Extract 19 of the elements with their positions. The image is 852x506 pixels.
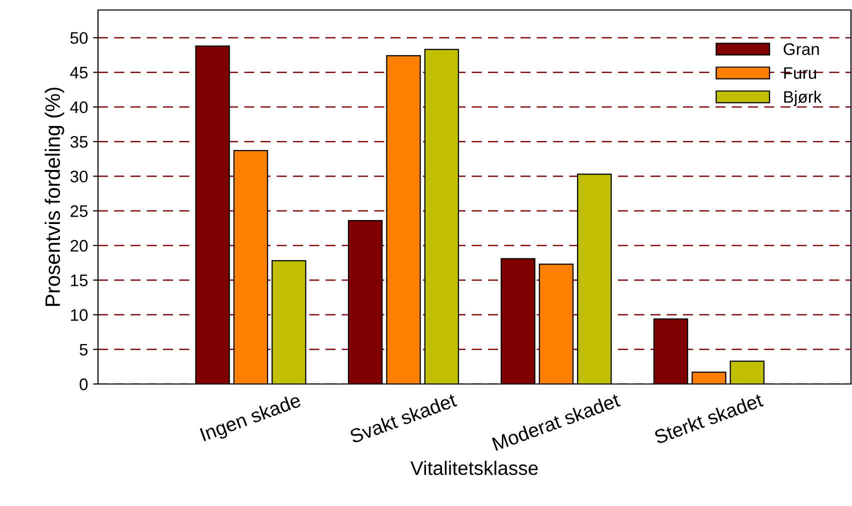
- y-tick-label: 0: [80, 378, 88, 390]
- y-tick-label: 25: [70, 205, 88, 218]
- legend-label: Bjørk: [784, 90, 822, 106]
- legend-label: Gran: [784, 43, 819, 56]
- y-tick-label: 20: [70, 240, 88, 252]
- y-tick-label: 10: [71, 309, 88, 321]
- x-axis-title: Vitalitetsklasse: [410, 460, 538, 476]
- y-tick-label: 30: [70, 170, 88, 182]
- y-tick-label: 45: [70, 66, 88, 79]
- y-tick-label: 5: [80, 344, 88, 356]
- y-tick-label: 40: [70, 101, 88, 114]
- y-tick-label: 35: [70, 136, 88, 148]
- x-tick-label: Svakt skadet: [348, 392, 458, 444]
- y-axis-title: Prosentvis fordeling (%): [44, 88, 64, 306]
- y-tick-label: 15: [71, 274, 88, 286]
- x-tick-label: Ingen skade: [200, 392, 303, 445]
- x-tick-label: Sterkt skadet: [653, 392, 764, 444]
- legend-label: Furu: [784, 67, 816, 79]
- y-tick-label: 50: [70, 32, 88, 44]
